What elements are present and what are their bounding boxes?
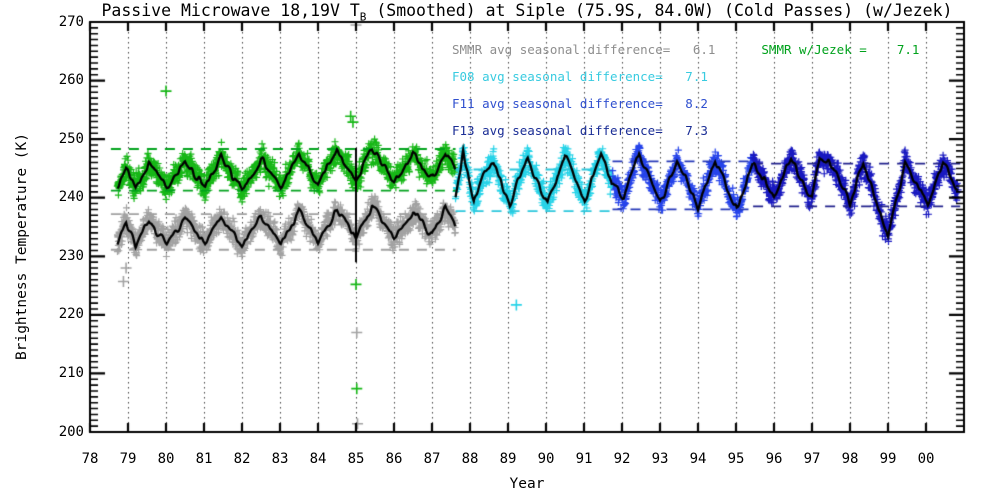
x-tick-label-81: 81 — [195, 451, 213, 467]
x-tick-label-91: 91 — [575, 451, 593, 467]
x-tick-label-79: 79 — [119, 451, 137, 467]
x-tick-label-97: 97 — [803, 451, 821, 467]
legend-row-2: F08 avg seasonal difference= 7.1 — [452, 63, 919, 90]
title-subscript: B — [359, 10, 367, 24]
legend-f08-label: F08 avg seasonal difference= 7.1 — [452, 69, 708, 84]
x-tick-label-88: 88 — [461, 451, 479, 467]
y-tick-label-270: 270 — [58, 13, 84, 30]
x-tick-label-99: 99 — [879, 451, 897, 467]
x-tick-label-85: 85 — [347, 451, 365, 467]
x-axis-label: Year — [509, 476, 545, 492]
legend-row-4: F13 avg seasonal difference= 7.3 — [452, 117, 919, 144]
legend-row-3: F11 avg seasonal difference= 8.2 — [452, 90, 919, 117]
title-suffix: (Smoothed) at Siple (75.9S, 84.0W) (Cold… — [366, 1, 953, 20]
x-tick-label-89: 89 — [499, 451, 517, 467]
x-tick-label-96: 96 — [765, 451, 783, 467]
x-tick-label-90: 90 — [537, 451, 555, 467]
legend-smmr-jezek-label: SMMR w/Jezek = 7.1 — [761, 42, 920, 57]
x-tick-label-78: 78 — [81, 451, 99, 467]
y-tick-label-240: 240 — [58, 189, 84, 206]
x-tick-label-94: 94 — [689, 451, 707, 467]
chart-title: Passive Microwave 18,19V TB (Smoothed) a… — [0, 1, 1000, 23]
legend: SMMR avg seasonal difference= 6.1 SMMR w/… — [452, 36, 919, 144]
x-tick-label-83: 83 — [271, 451, 289, 467]
y-tick-label-230: 230 — [58, 247, 84, 264]
legend-f13-label: F13 avg seasonal difference= 7.3 — [452, 123, 708, 138]
y-tick-label-210: 210 — [58, 364, 84, 381]
y-tick-label-220: 220 — [58, 306, 84, 323]
x-tick-label-87: 87 — [423, 451, 441, 467]
y-tick-label-250: 250 — [58, 130, 84, 147]
title-prefix: Passive Microwave 18,19V T — [101, 1, 360, 20]
x-tick-label-86: 86 — [385, 451, 403, 467]
x-tick-label-00: 00 — [917, 451, 935, 467]
x-tick-label-93: 93 — [651, 451, 669, 467]
x-tick-label-84: 84 — [309, 451, 327, 467]
y-tick-label-200: 200 — [58, 423, 84, 440]
x-tick-label-98: 98 — [841, 451, 859, 467]
x-tick-label-80: 80 — [157, 451, 175, 467]
legend-row-1: SMMR avg seasonal difference= 6.1 SMMR w/… — [452, 36, 919, 63]
legend-smmr-label: SMMR avg seasonal difference= 6.1 — [452, 42, 716, 57]
x-tick-label-95: 95 — [727, 451, 745, 467]
y-axis-label: Brightness Temperature (K) — [14, 133, 30, 360]
x-tick-label-82: 82 — [233, 451, 251, 467]
y-tick-label-260: 260 — [58, 72, 84, 89]
legend-f11-label: F11 avg seasonal difference= 8.2 — [452, 96, 708, 111]
x-tick-label-92: 92 — [613, 451, 631, 467]
